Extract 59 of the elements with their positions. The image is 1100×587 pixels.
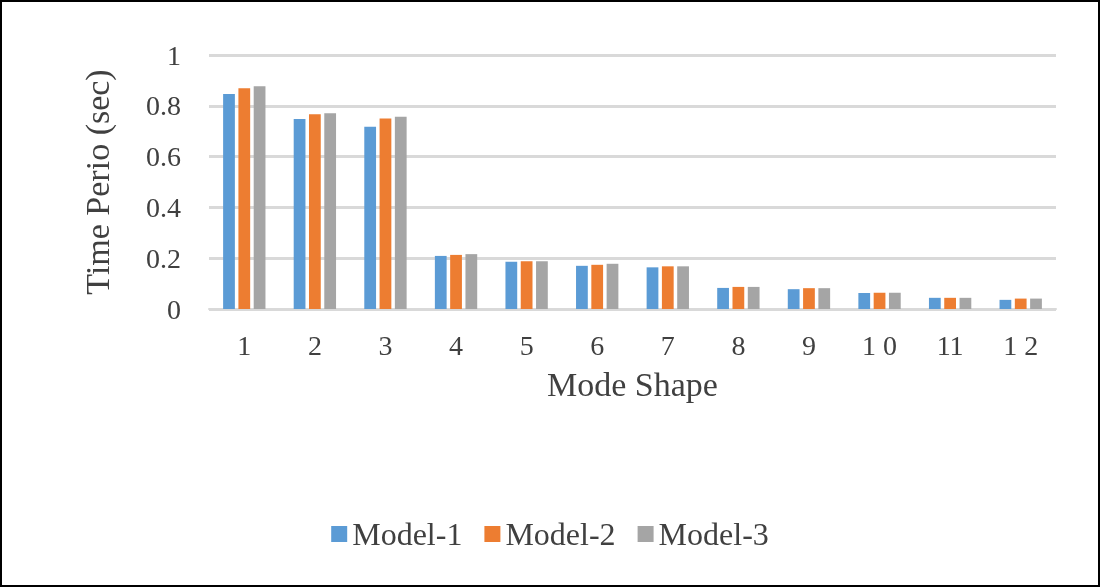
bar	[1014, 298, 1027, 309]
bar	[928, 297, 941, 309]
bar	[999, 299, 1012, 309]
x-axis-title: Mode Shape	[547, 365, 718, 403]
x-tick-label: 9	[801, 329, 816, 361]
bar	[787, 289, 800, 309]
bar	[308, 114, 321, 309]
bar	[818, 288, 831, 309]
bar	[253, 86, 266, 309]
y-tick-label: 0.6	[146, 141, 181, 173]
bar	[364, 126, 377, 309]
bar	[606, 263, 619, 309]
bar	[394, 116, 407, 309]
bar	[520, 261, 533, 309]
bar	[888, 292, 901, 309]
x-tick-label: 1 2	[1003, 329, 1039, 361]
bar	[379, 118, 392, 309]
bar	[747, 286, 760, 309]
x-tick-label: 11	[936, 329, 964, 361]
bar	[732, 286, 745, 309]
bar	[677, 266, 689, 309]
x-tick-label: 7	[660, 329, 675, 361]
y-tick-label: 0.2	[146, 242, 181, 274]
bar	[959, 297, 972, 309]
x-tick-label: 3	[378, 329, 393, 361]
x-tick-label: 6	[590, 329, 605, 361]
y-tick-label: 1	[167, 39, 181, 71]
legend-label: Model-1	[352, 516, 463, 552]
legend-label: Model-3	[658, 516, 769, 552]
bar	[536, 261, 548, 309]
bar	[1030, 298, 1042, 309]
bar	[803, 288, 815, 309]
bar	[646, 267, 659, 309]
y-axis-title: Time Perio (sec)	[78, 69, 117, 295]
legend-label: Model-2	[505, 516, 616, 552]
bar	[293, 119, 306, 309]
bar	[465, 254, 478, 309]
y-tick-label: 0	[167, 293, 181, 325]
bar	[434, 255, 447, 309]
x-tick-label: 1	[237, 329, 252, 361]
bar	[858, 293, 871, 309]
bar	[944, 297, 957, 309]
x-tick-label: 8	[731, 329, 746, 361]
bar	[576, 265, 588, 309]
bar	[223, 94, 235, 309]
y-tick-label: 0.4	[146, 191, 181, 223]
x-tick-label: 5	[519, 329, 534, 361]
x-tick-label: 2	[307, 329, 322, 361]
bar	[591, 264, 604, 309]
y-tick-label: 0.8	[146, 90, 181, 122]
x-tick-label: 4	[449, 329, 464, 361]
bar	[717, 287, 729, 309]
bar	[505, 261, 518, 309]
bar	[873, 292, 886, 309]
x-tick-label: 1 0	[862, 329, 898, 361]
bar	[238, 88, 251, 309]
bar	[450, 254, 462, 309]
bar	[661, 266, 674, 309]
bar	[324, 113, 337, 309]
